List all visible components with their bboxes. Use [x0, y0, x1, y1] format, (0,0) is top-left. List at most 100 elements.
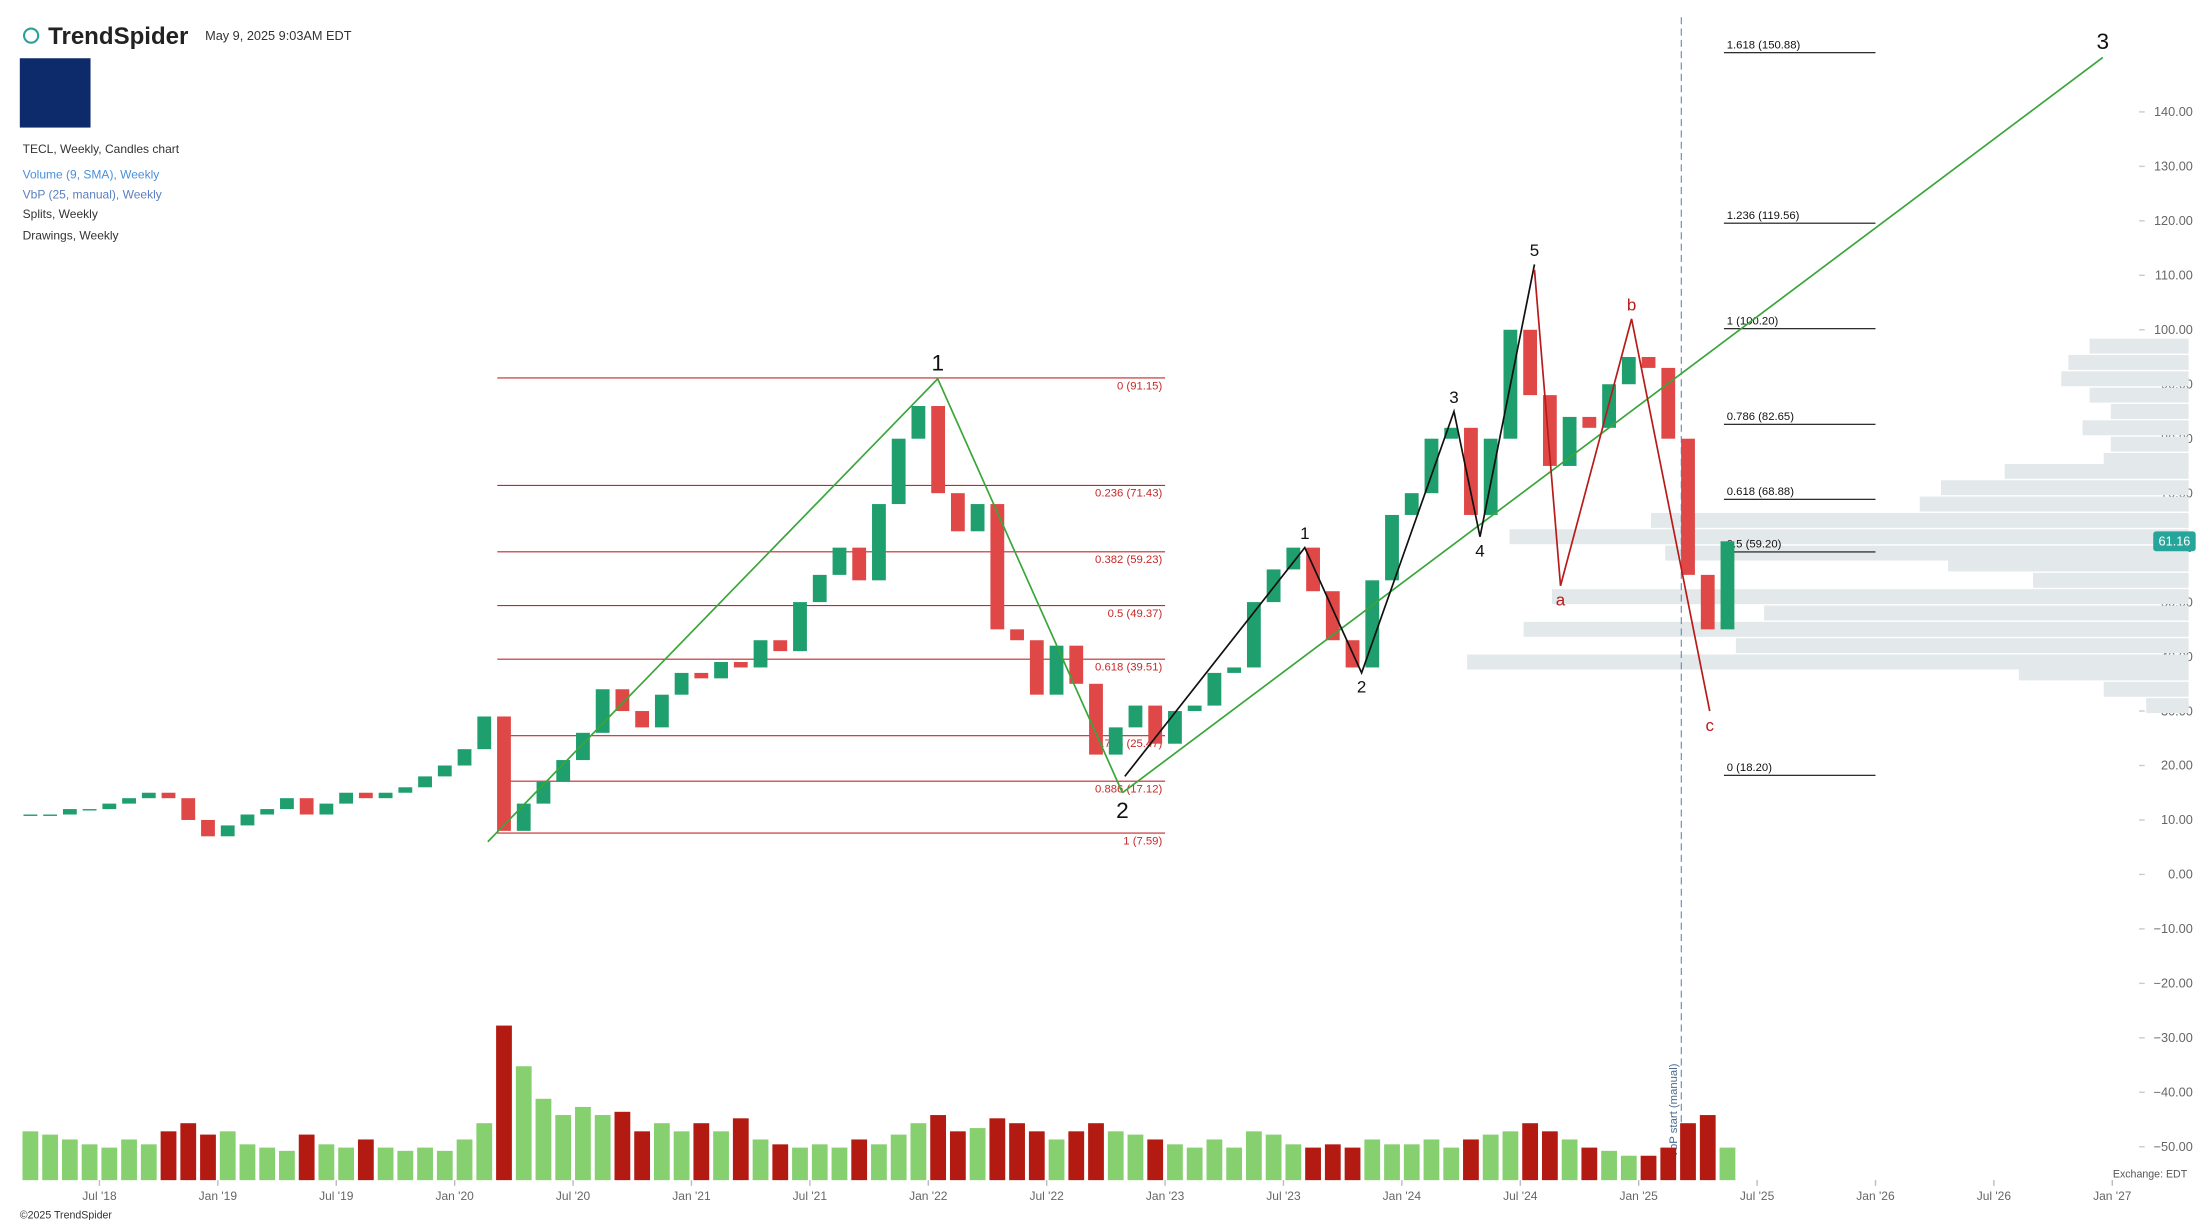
candle [102, 803, 117, 810]
last-price-label: 61.16 [2159, 534, 2191, 549]
candle [753, 640, 768, 668]
candle [23, 814, 38, 816]
legend-item: Splits, Weekly [23, 207, 98, 221]
candle [990, 504, 1005, 630]
x-tick-label: Jul '18 [82, 1189, 117, 1203]
x-tick-label: Jan '21 [672, 1189, 711, 1203]
wave-label: b [1627, 295, 1636, 314]
candle [260, 809, 275, 815]
volume-bar [792, 1147, 808, 1181]
candle [793, 602, 807, 652]
x-tick-label: Jul '23 [1266, 1189, 1301, 1203]
candle [931, 406, 946, 494]
volume-bar [456, 1139, 473, 1181]
volume-bar [1107, 1131, 1124, 1181]
volume-bar [1127, 1134, 1144, 1181]
x-tick-label: Jan '23 [1146, 1189, 1185, 1203]
volume-bar [1285, 1144, 1302, 1181]
candle [1720, 541, 1735, 630]
wave-label: c [1705, 716, 1714, 735]
volume-bar [318, 1144, 335, 1181]
x-tick-label: Jan '20 [435, 1189, 474, 1203]
volume-bar [140, 1144, 157, 1181]
candle [122, 798, 136, 804]
candle [280, 798, 294, 810]
volume-bar [1640, 1155, 1657, 1181]
candle [1444, 427, 1459, 439]
x-tick-label: Jan '22 [909, 1189, 948, 1203]
copyright: ©2025 TrendSpider [20, 1209, 113, 1220]
volume-bar [476, 1123, 493, 1181]
vbp-start-label: VbP start (manual) [1668, 1063, 1680, 1157]
volume-bar [614, 1111, 631, 1181]
candle [812, 574, 827, 603]
candle [832, 547, 847, 575]
x-tick-label: Jul '26 [1977, 1189, 2012, 1203]
last-price-tag [2153, 531, 2196, 552]
volume-bar [200, 1134, 216, 1181]
candle [654, 694, 669, 728]
legend-item: Drawings, Weekly [23, 228, 119, 242]
candle [1641, 357, 1656, 368]
candle [457, 749, 472, 766]
volume-bar [811, 1144, 828, 1181]
volume-bar [1206, 1139, 1223, 1181]
volume-bar [1660, 1147, 1677, 1181]
x-tick-label: Jul '19 [319, 1189, 354, 1203]
volume-bar [1541, 1131, 1558, 1181]
volume-bar [713, 1131, 729, 1181]
volume-bar [1384, 1144, 1400, 1181]
volume-bar [1561, 1139, 1578, 1181]
fib-label: 1 (7.59) [1123, 835, 1162, 847]
candle [911, 406, 926, 439]
candle [299, 798, 314, 815]
candle [1069, 645, 1084, 684]
candle [497, 716, 511, 831]
volume-bar [890, 1134, 907, 1181]
candle [1562, 416, 1577, 466]
volume-bar [1147, 1139, 1164, 1181]
candle [181, 798, 196, 820]
wave-label: 1 [1300, 524, 1309, 543]
volume-bar [634, 1131, 651, 1181]
candle [1464, 427, 1478, 515]
candle [1128, 705, 1143, 728]
volume-bar [1680, 1123, 1696, 1181]
candle [1108, 727, 1123, 755]
candle [201, 819, 215, 837]
vbp-bar [2110, 436, 2189, 452]
volume-bar [121, 1139, 137, 1181]
volume-bar [1245, 1131, 1262, 1181]
volume-bar [1719, 1147, 1736, 1181]
legend-item: Volume (9, SMA), Weekly [23, 168, 160, 182]
vbp-bar [2089, 338, 2189, 354]
vbp-bar [2004, 463, 2189, 479]
candle [1049, 645, 1064, 695]
candle [773, 640, 788, 652]
volume-bar [42, 1134, 59, 1181]
fib-label: 0.5 (49.37) [1108, 608, 1163, 620]
volume-bar [930, 1115, 947, 1181]
volume-bar [1305, 1147, 1321, 1181]
volume-bar [871, 1144, 887, 1181]
volume-bar [259, 1147, 276, 1181]
vbp-bar [1764, 605, 2189, 621]
volume-bar [1443, 1147, 1460, 1181]
y-tick-label: 10.00 [2161, 812, 2193, 827]
fib-label: 0.786 (82.65) [1727, 411, 1794, 423]
volume-bar [180, 1123, 197, 1181]
candle [516, 803, 531, 831]
vbp-bar [2110, 404, 2189, 419]
volume-bar [81, 1144, 98, 1181]
candle [1582, 416, 1597, 428]
volume-bar [535, 1098, 552, 1181]
volume-bar [555, 1115, 572, 1181]
volume-bar [1601, 1150, 1617, 1181]
candle [1661, 367, 1676, 439]
vbp-bar [1735, 638, 2189, 654]
candle [674, 672, 689, 695]
candle [240, 814, 255, 826]
volume-bar [594, 1115, 611, 1181]
candle [1029, 640, 1044, 695]
